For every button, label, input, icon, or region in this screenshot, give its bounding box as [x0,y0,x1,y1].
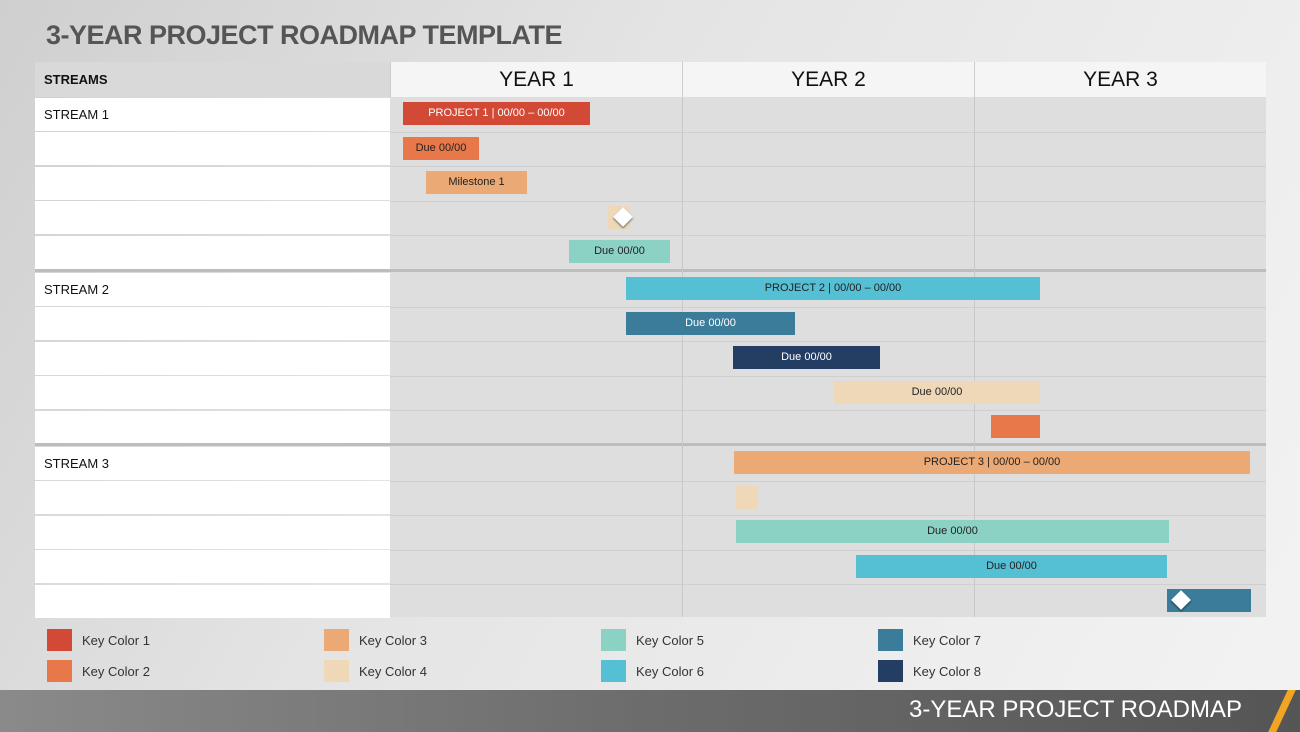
legend-swatch [601,660,626,682]
legend-label: Key Color 4 [359,663,427,679]
year-1-header: YEAR 1 [390,62,682,97]
bar-label: Milestone 1 [448,176,505,189]
legend-item: Key Color 7 [878,629,981,651]
roadmap-bar[interactable]: PROJECT 3 | 00/00 – 00/00 [734,451,1250,474]
streams-header: STREAMS [35,62,390,97]
roadmap-bar[interactable]: PROJECT 2 | 00/00 – 00/00 [626,277,1040,300]
bar-label: Due 00/00 [781,351,832,364]
stream-row [35,341,390,375]
legend-item: Key Color 3 [324,629,427,651]
roadmap-bar[interactable] [608,205,633,229]
bar-label: PROJECT 1 | 00/00 – 00/00 [428,107,565,119]
stream-row [35,235,390,269]
roadmap-bar[interactable]: PROJECT 1 | 00/00 – 00/00 [403,102,590,125]
legend-item: Key Color 5 [601,629,704,651]
roadmap-bar[interactable] [1167,589,1251,613]
legend-swatch [324,629,349,651]
legend-label: Key Color 6 [636,663,704,679]
stream-row [35,166,390,200]
row-divider [390,200,1266,202]
legend-label: Key Color 3 [359,632,427,648]
row-divider [390,375,1266,377]
stream-label: STREAM 3 [35,446,390,480]
roadmap-bar[interactable] [991,415,1040,439]
roadmap-bar[interactable]: Due 00/00 [834,380,1040,404]
stream-separator [35,269,1266,272]
bar-label: Due 00/00 [986,559,1037,572]
stream-label: STREAM 2 [35,272,390,306]
row-divider [390,131,1266,133]
stream-row [35,481,390,515]
legend-swatch [47,660,72,682]
bar-label: PROJECT 2 | 00/00 – 00/00 [764,282,902,294]
roadmap-bar[interactable]: Milestone 1 [426,171,527,195]
diamond-icon [1171,590,1191,611]
legend-label: Key Color 8 [913,663,981,679]
roadmap-bar[interactable]: Due 00/00 [569,240,670,264]
stream-separator [35,443,1266,446]
diamond-icon [613,206,633,227]
roadmap-table: STREAMS YEAR 1 YEAR 2 YEAR 3 STREAM 1 STR… [35,62,1266,618]
bar-label: Due 00/00 [594,245,645,258]
stream-row [35,201,390,235]
roadmap-bar[interactable]: Due 00/00 [403,136,479,160]
roadmap-bar[interactable]: Due 00/00 [626,311,795,335]
row-divider [390,235,1266,237]
bar-label: PROJECT 3 | 00/00 – 00/00 [923,456,1061,468]
stream-row [35,376,390,410]
legend-swatch [601,629,626,651]
footer-title: 3-YEAR PROJECT ROADMAP [909,696,1242,723]
row-divider [390,341,1266,343]
stream-row [35,515,390,549]
row-divider [390,306,1266,308]
year-divider [682,97,683,617]
legend-label: Key Color 1 [82,632,150,648]
roadmap-bar[interactable]: Due 00/00 [856,554,1167,578]
roadmap-bar[interactable] [736,485,758,509]
row-divider [390,515,1266,517]
legend-swatch [324,660,349,682]
roadmap-bar[interactable]: Due 00/00 [736,520,1169,544]
stream-row [35,307,390,341]
year-2-header: YEAR 2 [682,62,974,97]
stream-row [35,132,390,166]
row-divider [390,584,1266,586]
stream-row [35,550,390,584]
accent-stripe [1268,690,1296,732]
row-divider [390,166,1266,168]
legend-swatch [47,629,72,651]
stream-row [35,410,390,444]
bar-label: Due 00/00 [911,385,963,398]
legend-label: Key Color 7 [913,632,981,648]
row-divider [390,480,1266,482]
bar-label: Due 00/00 [415,141,467,154]
bar-label: Due 00/00 [927,525,978,538]
row-divider [390,549,1266,551]
row-divider [390,410,1266,412]
legend-label: Key Color 5 [636,632,704,648]
legend-label: Key Color 2 [82,663,150,679]
roadmap-bar[interactable]: Due 00/00 [733,346,880,370]
year-3-header: YEAR 3 [974,62,1266,97]
stream-label: STREAM 1 [35,97,390,131]
legend-item: Key Color 6 [601,660,704,682]
legend-item: Key Color 2 [47,660,150,682]
legend-swatch [878,660,903,682]
bar-label: Due 00/00 [685,316,736,329]
legend-item: Key Color 4 [324,660,427,682]
legend-swatch [878,629,903,651]
legend-item: Key Color 1 [47,629,150,651]
stream-row [35,584,390,618]
page-title: 3-YEAR PROJECT ROADMAP TEMPLATE [46,20,563,50]
legend-item: Key Color 8 [878,660,981,682]
year-divider [974,97,975,617]
footer-banner: 3-YEAR PROJECT ROADMAP [0,690,1300,732]
